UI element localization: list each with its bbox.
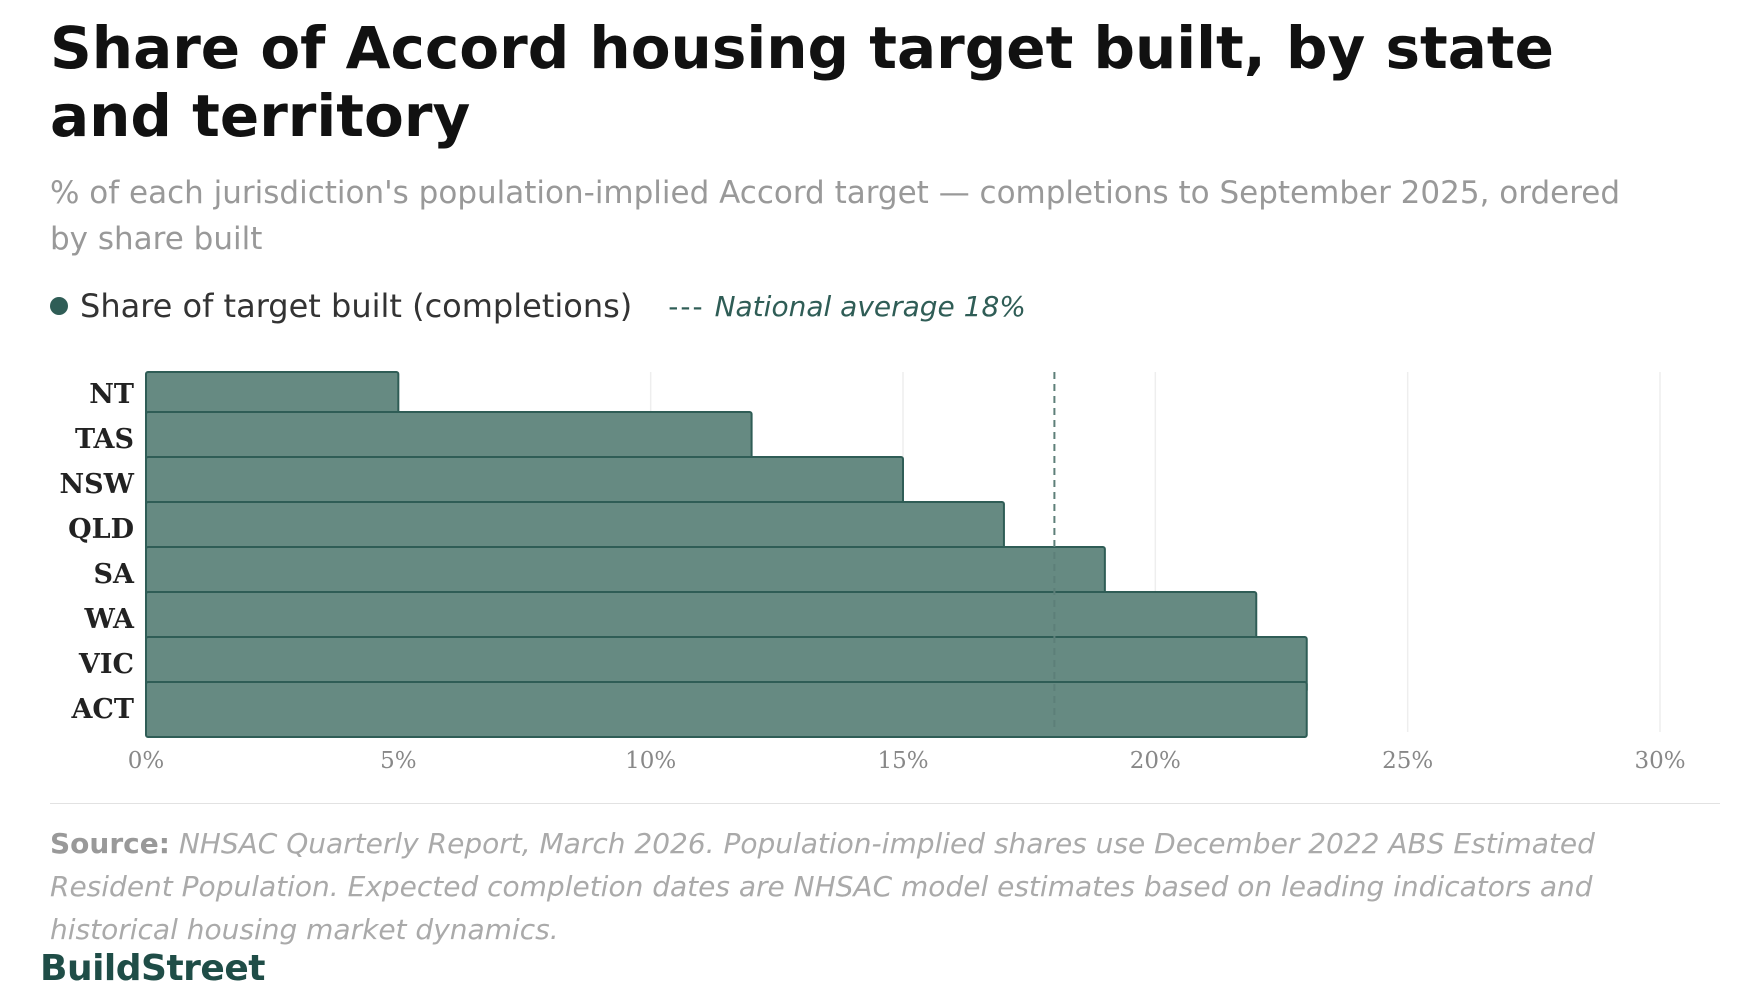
category-label: SA bbox=[94, 559, 135, 590]
chart-title: Share of Accord housing target built, by… bbox=[50, 14, 1554, 150]
chart-subtitle: % of each jurisdiction's population-impl… bbox=[50, 175, 1621, 257]
category-label: TAS bbox=[75, 424, 134, 455]
category-label: VIC bbox=[78, 649, 134, 680]
source-label: Source: bbox=[50, 827, 170, 860]
chart-legend: Share of target built (completions) --- … bbox=[50, 286, 1026, 326]
legend-reference-label: National average 18% bbox=[714, 289, 1026, 323]
x-tick-label: 30% bbox=[1634, 748, 1685, 774]
source-text: NHSAC Quarterly Report, March 2026. Popu… bbox=[50, 827, 1595, 946]
x-tick-label: 25% bbox=[1382, 748, 1433, 774]
footer-divider bbox=[50, 803, 1720, 804]
category-label: NSW bbox=[59, 469, 134, 500]
x-tick-label: 0% bbox=[128, 748, 165, 774]
legend-series-swatch bbox=[50, 297, 68, 315]
source-note: Source: NHSAC Quarterly Report, March 20… bbox=[50, 822, 1690, 951]
brand-logo: BuildStreet bbox=[40, 948, 265, 989]
category-label: WA bbox=[83, 604, 135, 635]
legend-reference-dash: --- bbox=[668, 289, 705, 323]
bar-act bbox=[145, 681, 1308, 738]
x-tick-label: 5% bbox=[380, 748, 417, 774]
x-tick-label: 20% bbox=[1130, 748, 1181, 774]
category-label: ACT bbox=[70, 694, 134, 725]
x-tick-label: 10% bbox=[625, 748, 676, 774]
bar-chart: NT TAS NSW QLD SA WA VIC ACT 0% 5% 10% 15% 20% 25% 30% bbox=[59, 371, 1686, 774]
category-label: NT bbox=[89, 379, 134, 410]
legend-series-label: Share of target built (completions) bbox=[80, 287, 633, 325]
category-label: QLD bbox=[68, 514, 134, 545]
x-tick-label: 15% bbox=[877, 748, 928, 774]
